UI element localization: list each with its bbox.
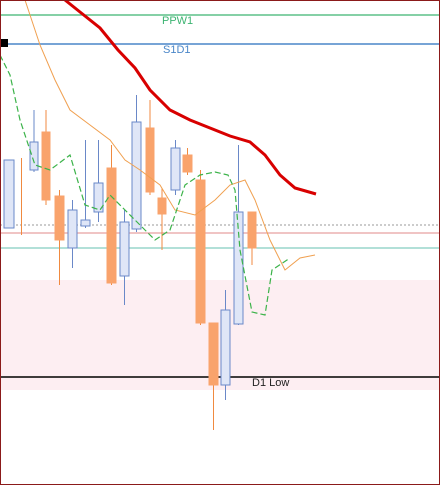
candle-body [67,209,78,249]
candle-body [233,211,244,325]
candle-body [182,154,193,173]
candle-body [54,195,65,241]
candle-body [93,182,104,213]
marker [0,39,8,47]
candle-body [131,121,142,230]
zone [0,280,440,390]
candle-body [41,131,51,201]
candle-body [145,127,155,193]
candle-body [170,147,181,191]
candle-body [3,159,15,229]
candles [3,95,257,430]
candle-body [29,141,39,171]
candle-body [208,322,219,386]
moving-average [0,54,291,316]
candle-body [195,179,206,324]
moving-average [64,0,317,196]
candle-body [247,211,257,249]
candle-body [119,221,130,277]
level-label: PPW1 [162,15,193,27]
level-label: S1D1 [163,44,191,56]
candle-body [220,309,231,386]
candle-body [106,167,117,284]
candle-body [157,197,167,215]
moving-average [24,0,316,271]
candle-body [80,219,91,227]
level-label: D1 Low [252,377,289,389]
